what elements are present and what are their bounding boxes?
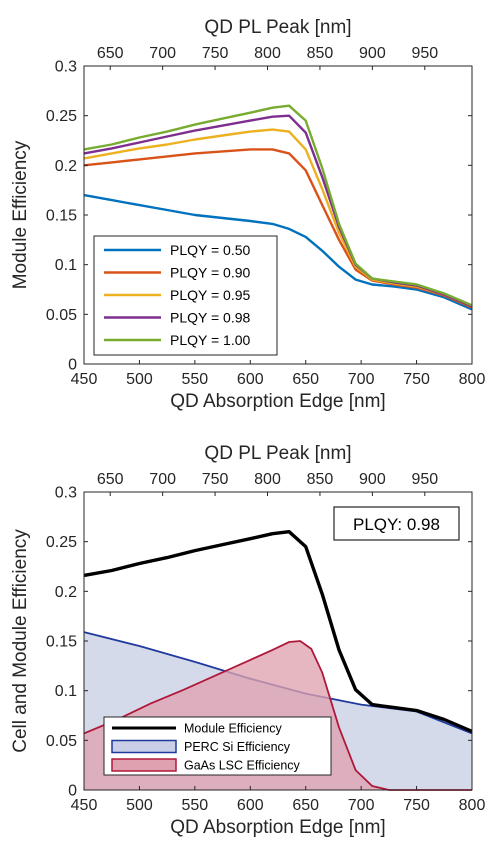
legend-swatch-3 bbox=[111, 758, 177, 772]
y-tick-label: 0.05 bbox=[46, 307, 77, 324]
y-tick-label: 0.25 bbox=[46, 534, 77, 551]
y-tick-label: 0.3 bbox=[55, 485, 77, 502]
series-line-1 bbox=[83, 193, 473, 311]
legend-label-1: PLQY = 0.50 bbox=[170, 242, 251, 258]
x2-tick-label: 900 bbox=[359, 45, 386, 62]
y-axis-label: Module Efficiency bbox=[10, 140, 31, 289]
x2-tick-label: 750 bbox=[202, 45, 229, 62]
x2-axis-label: QD PL Peak [nm] bbox=[204, 443, 351, 464]
x2-tick-label: 850 bbox=[307, 471, 334, 488]
x2-tick-label: 800 bbox=[254, 471, 281, 488]
x-tick-label: 650 bbox=[292, 371, 319, 388]
y-tick-label: 0 bbox=[68, 357, 77, 374]
x-tick-label: 800 bbox=[459, 797, 486, 814]
x2-tick-label: 900 bbox=[359, 471, 386, 488]
y-tick-label: 0.05 bbox=[46, 733, 77, 750]
x-tick-label: 550 bbox=[182, 797, 209, 814]
x-tick-label: 750 bbox=[403, 797, 430, 814]
x-axis-label: QD Absorption Edge [nm] bbox=[170, 391, 385, 412]
annotation-text: PLQY: 0.98 bbox=[353, 515, 440, 534]
x2-tick-label: 950 bbox=[411, 45, 438, 62]
x-tick-label: 550 bbox=[182, 371, 209, 388]
x-tick-label: 500 bbox=[126, 797, 153, 814]
x-tick-label: 500 bbox=[126, 371, 153, 388]
y-tick-label: 0.15 bbox=[46, 208, 77, 225]
x2-tick-label: 950 bbox=[411, 471, 438, 488]
series-line-1 bbox=[83, 530, 473, 733]
legend-label-3: PLQY = 0.95 bbox=[170, 287, 251, 303]
legend-label-1: Module Efficiency bbox=[184, 722, 282, 736]
y-axis-label: Cell and Module Efficiency bbox=[10, 529, 31, 753]
series-line-5 bbox=[83, 104, 473, 307]
annotation-box bbox=[333, 506, 460, 541]
x2-tick-label: 700 bbox=[149, 45, 176, 62]
x2-tick-label: 750 bbox=[202, 471, 229, 488]
x-tick-label: 600 bbox=[237, 371, 264, 388]
legend-label-5: PLQY = 1.00 bbox=[170, 332, 251, 348]
legend: PLQY = 0.50 PLQY = 0.90 PLQY = 0.95 PLQY = … bbox=[93, 235, 278, 356]
x-axis-label: QD Absorption Edge [nm] bbox=[170, 817, 385, 838]
x2-tick-label: 700 bbox=[149, 471, 176, 488]
y-tick-label: 0.2 bbox=[55, 584, 77, 601]
x-tick-label: 600 bbox=[237, 797, 264, 814]
y-tick-label: 0.3 bbox=[55, 59, 77, 76]
chart-panel-2: 450 500 550 600 650 700 750 800 650 700 750 800 850 9… bbox=[10, 443, 485, 838]
x2-axis-label: QD PL Peak [nm] bbox=[204, 17, 351, 38]
y-tick-label: 0.2 bbox=[55, 158, 77, 175]
x-tick-label: 650 bbox=[292, 797, 319, 814]
x-tick-label: 700 bbox=[348, 371, 375, 388]
x2-tick-label: 650 bbox=[97, 471, 124, 488]
x2-tick-label: 650 bbox=[97, 45, 124, 62]
x-tick-label: 450 bbox=[71, 371, 98, 388]
x-tick-label: 450 bbox=[71, 797, 98, 814]
series-outline-3 bbox=[83, 640, 472, 791]
chart-panel-1: 450 500 550 600 650 700 750 800 650 700 750 800 850 9… bbox=[10, 17, 485, 412]
legend-label-2: PERC Si Efficiency bbox=[184, 740, 291, 754]
legend-label-3: GaAs LSC Efficiency bbox=[184, 759, 301, 773]
x-tick-label: 800 bbox=[459, 371, 486, 388]
legend-swatch-2 bbox=[111, 739, 177, 754]
x2-tick-label: 800 bbox=[254, 45, 281, 62]
y-tick-label: 0 bbox=[68, 783, 77, 800]
legend-label-2: PLQY = 0.90 bbox=[170, 265, 251, 281]
x-tick-label: 700 bbox=[348, 797, 375, 814]
x-tick-label: 750 bbox=[403, 371, 430, 388]
y-tick-label: 0.25 bbox=[46, 108, 77, 125]
series-group bbox=[83, 104, 473, 311]
legend: Module Efficiency PERC Si Efficiency GaAs … bbox=[103, 716, 332, 776]
x2-tick-label: 850 bbox=[307, 45, 334, 62]
legend-label-4: PLQY = 0.98 bbox=[170, 310, 251, 326]
y-tick-label: 0.15 bbox=[46, 634, 77, 651]
y-tick-label: 0.1 bbox=[55, 683, 77, 700]
y-tick-label: 0.1 bbox=[55, 257, 77, 274]
